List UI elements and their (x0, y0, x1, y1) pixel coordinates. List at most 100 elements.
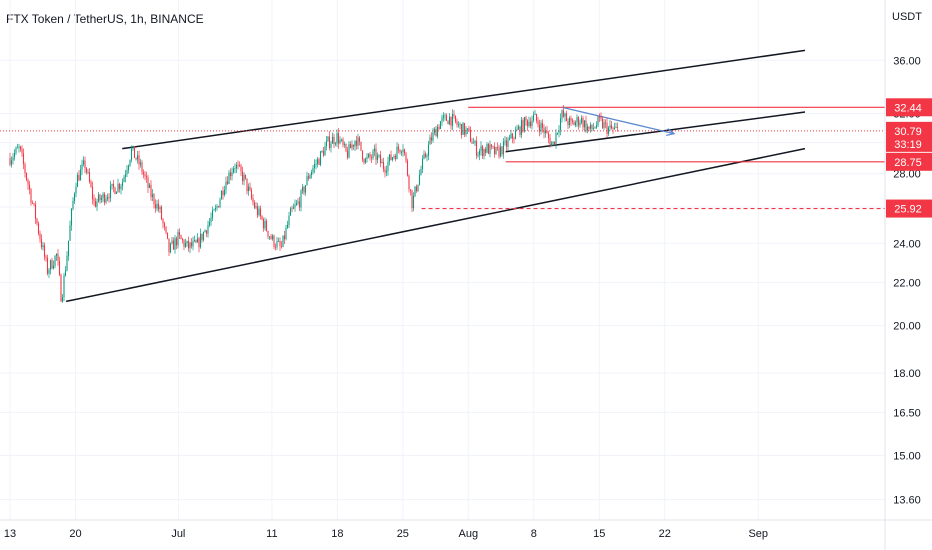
candle-body (79, 169, 82, 181)
candle-body (409, 189, 412, 191)
candle-body (517, 126, 520, 130)
candle-body (327, 136, 329, 141)
x-tick-label: 22 (659, 528, 671, 540)
candle-body (546, 130, 548, 134)
candle-body (214, 208, 217, 210)
candle-body (99, 194, 101, 201)
candle-body (324, 146, 326, 156)
candle-body (381, 161, 383, 164)
candle-body (294, 204, 296, 208)
time-axis: 13 20 Jul 11 18 25 Aug 8 15 22 Sep (0, 519, 932, 540)
candle-body (496, 146, 499, 148)
candle-body (117, 183, 119, 192)
candle-body (244, 174, 247, 179)
candle-body (616, 127, 619, 129)
candle-body (387, 161, 389, 171)
candle-body (126, 170, 128, 175)
candle-body (367, 154, 370, 158)
candle-body (9, 157, 11, 165)
candle-body (456, 121, 458, 125)
candle-body (229, 172, 232, 177)
candle-body (39, 233, 41, 240)
candle-body (196, 238, 199, 243)
candle-body (591, 124, 593, 129)
candle-body (426, 155, 428, 157)
candle-body (492, 146, 494, 148)
y-tick-label: 18.00 (893, 368, 921, 380)
candle-body (295, 202, 298, 205)
x-tick-label: Jul (171, 528, 185, 540)
candle-body (271, 235, 274, 240)
candle-body (78, 175, 80, 181)
candle-body (610, 125, 613, 129)
candle-body (72, 200, 74, 209)
candle-body (247, 186, 250, 192)
candle-body (130, 148, 133, 160)
candle-body (348, 143, 350, 158)
candle-body (246, 178, 248, 192)
candle-body (507, 139, 509, 147)
candle-body (432, 132, 434, 141)
candle-body (40, 239, 43, 248)
candle-body (250, 190, 253, 199)
candle-body (316, 159, 319, 164)
candle-body (544, 130, 547, 134)
candle-body (136, 155, 139, 160)
candle-body (459, 124, 461, 125)
candle-body (103, 193, 106, 203)
candle-body (391, 157, 394, 160)
y-tick-label: 36.00 (893, 55, 921, 67)
candle-body (493, 146, 496, 155)
candle-body (219, 199, 221, 208)
candle-body (189, 242, 191, 249)
candle-body (231, 172, 233, 177)
candle-body (114, 187, 116, 194)
candle-body (135, 157, 137, 160)
inner-support-line (505, 111, 806, 153)
candle-body (477, 154, 479, 156)
candle-body (60, 274, 62, 302)
candle-body (589, 124, 592, 129)
candle-body (115, 191, 118, 194)
candle-body (55, 253, 58, 256)
candle-body (474, 141, 476, 143)
candle-body (403, 149, 406, 154)
candle-body (424, 153, 427, 157)
candle-body (177, 232, 179, 246)
candle-body (570, 118, 572, 121)
candle-body (142, 172, 145, 175)
candle-body (451, 114, 454, 126)
candle-body (543, 127, 545, 134)
candle-body (288, 215, 290, 225)
candle-body (462, 123, 464, 135)
candle-body (268, 236, 271, 238)
candle-body (181, 239, 184, 241)
candle-body (436, 126, 439, 137)
candle-body (346, 151, 349, 158)
candle-body (531, 120, 533, 126)
candle-body (519, 126, 521, 135)
candle-body (486, 144, 488, 153)
candle-body (396, 146, 398, 160)
chart-title: FTX Token / TetherUS, 1h, BINANCE (6, 12, 204, 26)
candle-body (180, 235, 182, 240)
candle-body (571, 120, 574, 122)
candle-body (556, 132, 559, 134)
candle-body (243, 174, 245, 182)
candle-body (202, 232, 205, 240)
candle-body (51, 260, 53, 269)
x-tick-label: Aug (459, 528, 479, 540)
candle-body (361, 150, 364, 160)
candle-body (427, 144, 430, 156)
candle-body (232, 168, 235, 173)
last-price-badge (886, 121, 932, 152)
candle-body (87, 171, 89, 173)
candle-body (262, 219, 265, 229)
candle-body (298, 201, 301, 208)
candle-body (574, 122, 577, 126)
candle-body (151, 194, 154, 197)
candle-body (469, 129, 472, 142)
candle-body (291, 208, 293, 210)
candle-body (235, 164, 238, 169)
